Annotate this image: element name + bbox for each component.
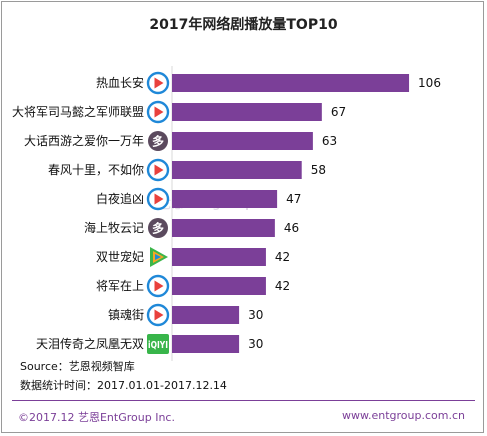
bar xyxy=(172,219,275,237)
bar xyxy=(172,161,302,179)
category-label: 大将军司马懿之军师联盟 xyxy=(11,105,144,119)
category-label: 双世宠妃 xyxy=(95,250,144,264)
value-label: 46 xyxy=(283,221,300,235)
category-label: 镇魂街 xyxy=(107,308,144,322)
youku-icon xyxy=(146,71,170,95)
value-label: 42 xyxy=(274,279,291,293)
mango-tv-icon: 多 xyxy=(148,218,168,238)
iqiyi-icon: iQIYI xyxy=(147,334,169,354)
category-label: 天泪传奇之凤凰无双 xyxy=(35,337,144,351)
youku-icon xyxy=(146,187,170,211)
youku-icon xyxy=(146,100,170,124)
footer-divider xyxy=(12,400,475,401)
bar xyxy=(172,74,410,92)
value-label: 30 xyxy=(248,308,264,322)
bar xyxy=(172,277,266,295)
svg-text:多: 多 xyxy=(152,134,164,149)
bar xyxy=(172,335,240,353)
mango-tv-icon: 多 xyxy=(148,131,168,151)
chart-title: 2017年网络剧播放量TOP10 xyxy=(149,17,338,33)
bar xyxy=(172,132,313,150)
bar xyxy=(172,306,240,324)
category-label: 春风十里，不如你 xyxy=(47,163,144,177)
category-label: 热血长安 xyxy=(95,76,144,90)
youku-icon xyxy=(146,274,170,298)
website-link[interactable]: www.entgroup.com.cn xyxy=(342,409,465,422)
youku-icon xyxy=(146,158,170,182)
value-label: 47 xyxy=(286,192,302,206)
value-label: 58 xyxy=(310,163,326,177)
value-label: 42 xyxy=(274,250,291,264)
category-label: 大话西游之爱你一万年 xyxy=(23,134,144,148)
svg-text:iQIYI: iQIYI xyxy=(148,340,168,351)
period-note: 数据统计时间：2017.01.01-2017.12.14 xyxy=(20,379,227,392)
category-label: 海上牧云记 xyxy=(83,221,144,235)
value-label: 106 xyxy=(418,76,441,90)
category-label: 将军在上 xyxy=(95,279,144,293)
svg-text:多: 多 xyxy=(152,221,164,236)
bar xyxy=(172,248,266,266)
value-label: 30 xyxy=(248,337,264,351)
bar xyxy=(172,190,278,208)
source-note: Source：艺恩视频智库 xyxy=(20,360,135,373)
value-label: 63 xyxy=(321,134,338,148)
youku-icon xyxy=(146,303,170,327)
copyright: ©2017.12 艺恩EntGroup Inc. xyxy=(18,411,175,424)
tencent-video-icon xyxy=(150,247,168,267)
value-label: 67 xyxy=(330,105,347,119)
category-label: 白夜追凶 xyxy=(95,192,144,206)
bar xyxy=(172,103,322,121)
